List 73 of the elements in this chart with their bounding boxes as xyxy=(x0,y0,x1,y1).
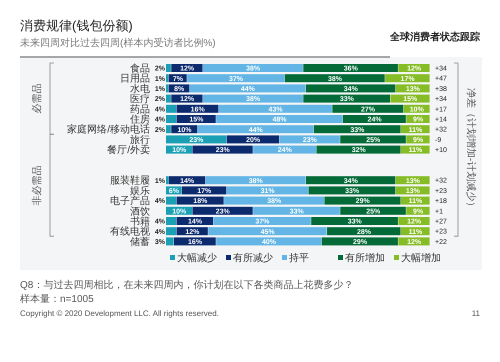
bar xyxy=(342,115,406,123)
bar xyxy=(316,146,401,154)
bar xyxy=(311,217,398,225)
y-tick-label: 食品 xyxy=(130,62,150,74)
bar xyxy=(190,84,306,92)
bar xyxy=(340,206,406,215)
bar xyxy=(216,237,322,246)
y-tick-label: 有线电视 xyxy=(110,226,150,238)
text: 11 xyxy=(472,309,481,318)
bar xyxy=(332,104,404,113)
bar xyxy=(280,135,340,144)
text: Copyright © 2020 Development LLC. All rights reserved. xyxy=(20,309,219,318)
y-tick-label: 日用品 xyxy=(120,74,150,85)
y-tick-label: 娱乐 xyxy=(130,184,150,197)
bar xyxy=(314,125,401,134)
y-tick-label: 家庭网络/移动电话 xyxy=(67,124,150,136)
bar xyxy=(166,64,171,72)
bar xyxy=(202,64,303,72)
chart-subtitle: 未来四周对比过去四周(样本内受访者比例%) xyxy=(20,37,216,49)
y-tick-label: 旅行 xyxy=(130,134,150,146)
legend-label: 持平 xyxy=(289,252,309,264)
bar xyxy=(253,206,340,215)
text: Q8：与过去四周相比，在未来四周内，你计划在以下各类商品上花费多少？ xyxy=(20,279,354,291)
bar xyxy=(166,217,176,225)
text: 全球消费者状态跟踪 xyxy=(389,31,481,43)
bar xyxy=(306,84,396,92)
bar xyxy=(216,115,342,123)
text: 非必需品 xyxy=(31,165,43,206)
bar xyxy=(208,227,327,236)
legend-label: 有所增加 xyxy=(345,252,385,264)
bar xyxy=(218,104,332,113)
bar xyxy=(303,64,398,72)
bar xyxy=(226,186,308,194)
bar xyxy=(308,186,396,194)
bar xyxy=(284,74,385,82)
y-tick-label: 酒饮 xyxy=(130,205,150,218)
bar xyxy=(166,125,171,134)
bar xyxy=(166,237,174,246)
bar xyxy=(224,196,324,205)
y-tick-label: 医疗 xyxy=(130,93,150,106)
bar xyxy=(322,237,398,246)
y-tick-label: 书籍 xyxy=(130,216,150,228)
text: 必需品 xyxy=(31,84,43,114)
bar xyxy=(306,176,396,184)
y-tick-label: 餐厅/外卖 xyxy=(107,144,150,156)
bar xyxy=(198,125,314,134)
y-tick-label: 服装鞋履 xyxy=(110,174,150,187)
bar xyxy=(166,196,176,205)
bar xyxy=(253,146,316,154)
legend-label: 大幅增加 xyxy=(401,252,441,264)
bar xyxy=(166,135,226,144)
y-tick-label: 水电 xyxy=(130,82,150,95)
bar xyxy=(166,104,176,113)
bar xyxy=(187,74,284,82)
bar xyxy=(340,135,406,144)
y-tick-label: 电子产品 xyxy=(110,195,150,208)
chart-title: 消费规律(钱包份额) xyxy=(20,18,133,33)
bar xyxy=(303,94,390,103)
bar xyxy=(324,196,401,205)
bar xyxy=(166,227,176,236)
bar xyxy=(166,115,176,123)
text: 样本量：n=1005 xyxy=(20,293,94,305)
y-tick-label: 住房 xyxy=(130,114,150,126)
bar xyxy=(327,227,401,236)
bar xyxy=(202,94,303,103)
legend-label: 有所减少 xyxy=(233,252,273,264)
bar xyxy=(206,176,306,184)
text: 净差（计划增加-计划减少） xyxy=(465,88,477,212)
bar xyxy=(214,217,311,225)
y-tick-label: 储蓄 xyxy=(130,236,150,248)
bar xyxy=(166,94,171,103)
y-tick-label: 药品 xyxy=(130,103,150,116)
legend-label: 大幅减少 xyxy=(177,252,217,264)
